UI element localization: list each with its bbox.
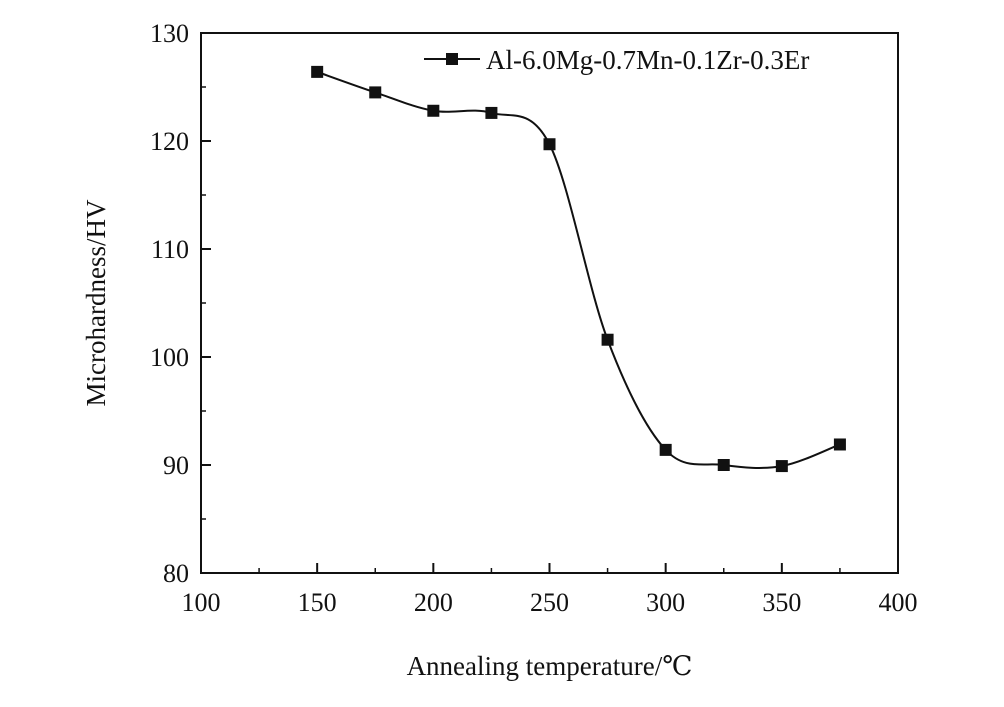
- data-point: [543, 138, 556, 151]
- plot-frame: [200, 32, 899, 574]
- y-tick-label: 100: [150, 343, 189, 372]
- x-axis-title: Annealing temperature/℃: [407, 651, 693, 681]
- data-point: [427, 104, 440, 117]
- y-axis: 80 90 100 110 120 130: [150, 19, 211, 588]
- y-tick-label: 80: [163, 559, 189, 588]
- data-point: [369, 86, 382, 99]
- data-point: [601, 333, 614, 346]
- x-axis: 100 150 200 250 300 350 400: [182, 563, 918, 617]
- legend-label: Al-6.0Mg-0.7Mn-0.1Zr-0.3Er: [486, 45, 809, 75]
- x-tick-label: 250: [530, 588, 569, 617]
- data-point: [775, 460, 788, 473]
- y-tick-label: 90: [163, 451, 189, 480]
- y-tick-label: 110: [151, 235, 189, 264]
- y-tick-label: 120: [150, 127, 189, 156]
- y-axis-title: Microhardness/HV: [81, 199, 111, 406]
- data-point: [833, 438, 846, 451]
- data-point: [311, 65, 324, 78]
- y-tick-label: 130: [150, 19, 189, 48]
- x-tick-label: 350: [762, 588, 801, 617]
- x-tick-label: 200: [414, 588, 453, 617]
- x-tick-label: 400: [879, 588, 918, 617]
- series-line: [316, 70, 841, 469]
- series-layer: [311, 65, 846, 473]
- data-point: [659, 443, 672, 456]
- x-tick-label: 150: [298, 588, 337, 617]
- x-tick-label: 300: [646, 588, 685, 617]
- legend: Al-6.0Mg-0.7Mn-0.1Zr-0.3Er: [424, 45, 809, 75]
- legend-marker: [446, 53, 458, 65]
- x-tick-label: 100: [182, 588, 221, 617]
- data-point: [485, 106, 498, 119]
- data-point: [717, 459, 730, 471]
